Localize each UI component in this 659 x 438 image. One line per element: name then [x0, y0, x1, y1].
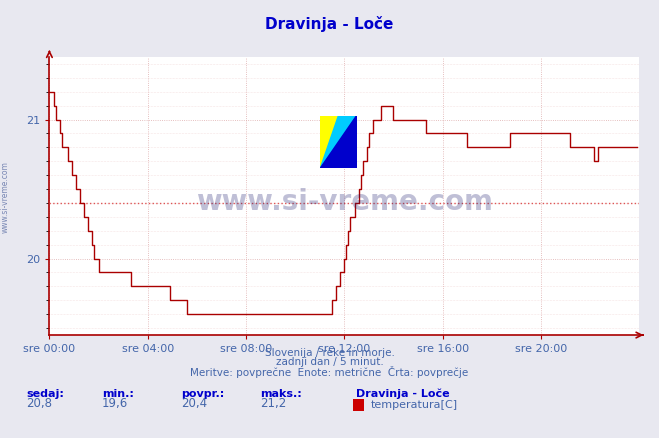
Text: temperatura[C]: temperatura[C]: [370, 400, 457, 410]
Text: Dravinja - Loče: Dravinja - Loče: [266, 16, 393, 32]
Text: 20,8: 20,8: [26, 397, 52, 410]
Polygon shape: [320, 116, 339, 168]
Text: maks.:: maks.:: [260, 389, 302, 399]
Text: Meritve: povprečne  Enote: metrične  Črta: povprečje: Meritve: povprečne Enote: metrične Črta:…: [190, 366, 469, 378]
Text: 21,2: 21,2: [260, 397, 287, 410]
Text: povpr.:: povpr.:: [181, 389, 225, 399]
Polygon shape: [320, 116, 357, 168]
Polygon shape: [320, 116, 357, 168]
Text: www.si-vreme.com: www.si-vreme.com: [1, 161, 10, 233]
Text: Slovenija / reke in morje.: Slovenija / reke in morje.: [264, 348, 395, 357]
Text: www.si-vreme.com: www.si-vreme.com: [196, 187, 493, 215]
Text: min.:: min.:: [102, 389, 134, 399]
Text: zadnji dan / 5 minut.: zadnji dan / 5 minut.: [275, 357, 384, 367]
Text: 20,4: 20,4: [181, 397, 208, 410]
Text: Dravinja - Loče: Dravinja - Loče: [356, 389, 449, 399]
Text: sedaj:: sedaj:: [26, 389, 64, 399]
Text: 19,6: 19,6: [102, 397, 129, 410]
